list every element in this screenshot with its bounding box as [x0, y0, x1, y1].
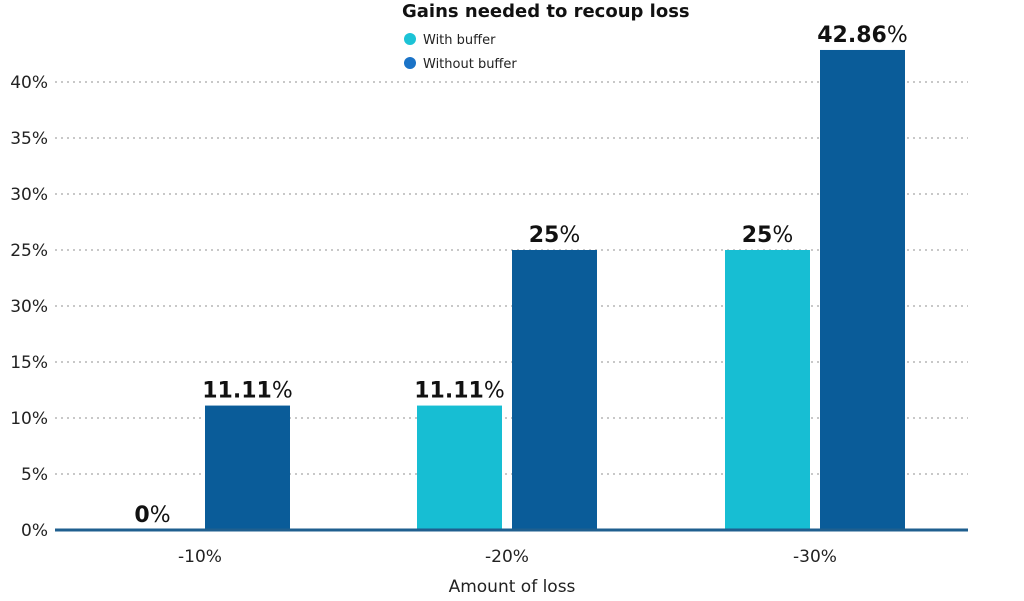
x-axis-label: Amount of loss	[449, 577, 576, 597]
y-tick-label: 35%	[10, 129, 48, 149]
x-tick-label: -30%	[793, 547, 837, 567]
y-tick-label: 30%	[10, 185, 48, 205]
x-tick-labels: -10% -20% -30%	[178, 547, 837, 567]
bar-with-buffer	[417, 405, 502, 530]
y-tick-label: 10%	[10, 409, 48, 429]
y-tick-label: 15%	[10, 353, 48, 373]
chart-title: Gains needed to recoup loss	[402, 1, 690, 22]
y-tick-label: 40%	[10, 73, 48, 93]
legend-label-0: With buffer	[423, 33, 496, 48]
y-tick-label: 5%	[21, 465, 48, 485]
bars	[55, 49, 968, 532]
bar-without-buffer	[512, 250, 597, 530]
data-label: 25%	[742, 223, 794, 248]
y-tick-label: 30%	[10, 297, 48, 317]
legend-label-1: Without buffer	[423, 57, 517, 72]
y-tick-label: 0%	[21, 521, 48, 541]
data-label: 11.11%	[414, 379, 505, 404]
legend-marker-0	[404, 33, 416, 45]
data-label: 25%	[529, 223, 581, 248]
x-tick-label: -20%	[485, 547, 529, 567]
data-labels: 0% 11.11% 11.11% 25% 25% 42.86%	[134, 23, 907, 528]
y-tick-label: 25%	[10, 241, 48, 261]
legend-marker-1	[404, 57, 416, 69]
legend: With buffer Without buffer	[404, 33, 517, 72]
bar-without-buffer	[820, 49, 905, 531]
gridlines: 0% 5% 10% 15% 30% 25% 30% 35% 40%	[10, 73, 968, 541]
bar-with-buffer	[725, 250, 810, 530]
bar-without-buffer	[205, 405, 290, 530]
data-label: 0%	[134, 503, 170, 528]
x-tick-label: -10%	[178, 547, 222, 567]
data-label: 42.86%	[817, 23, 908, 48]
data-label: 11.11%	[202, 379, 293, 404]
